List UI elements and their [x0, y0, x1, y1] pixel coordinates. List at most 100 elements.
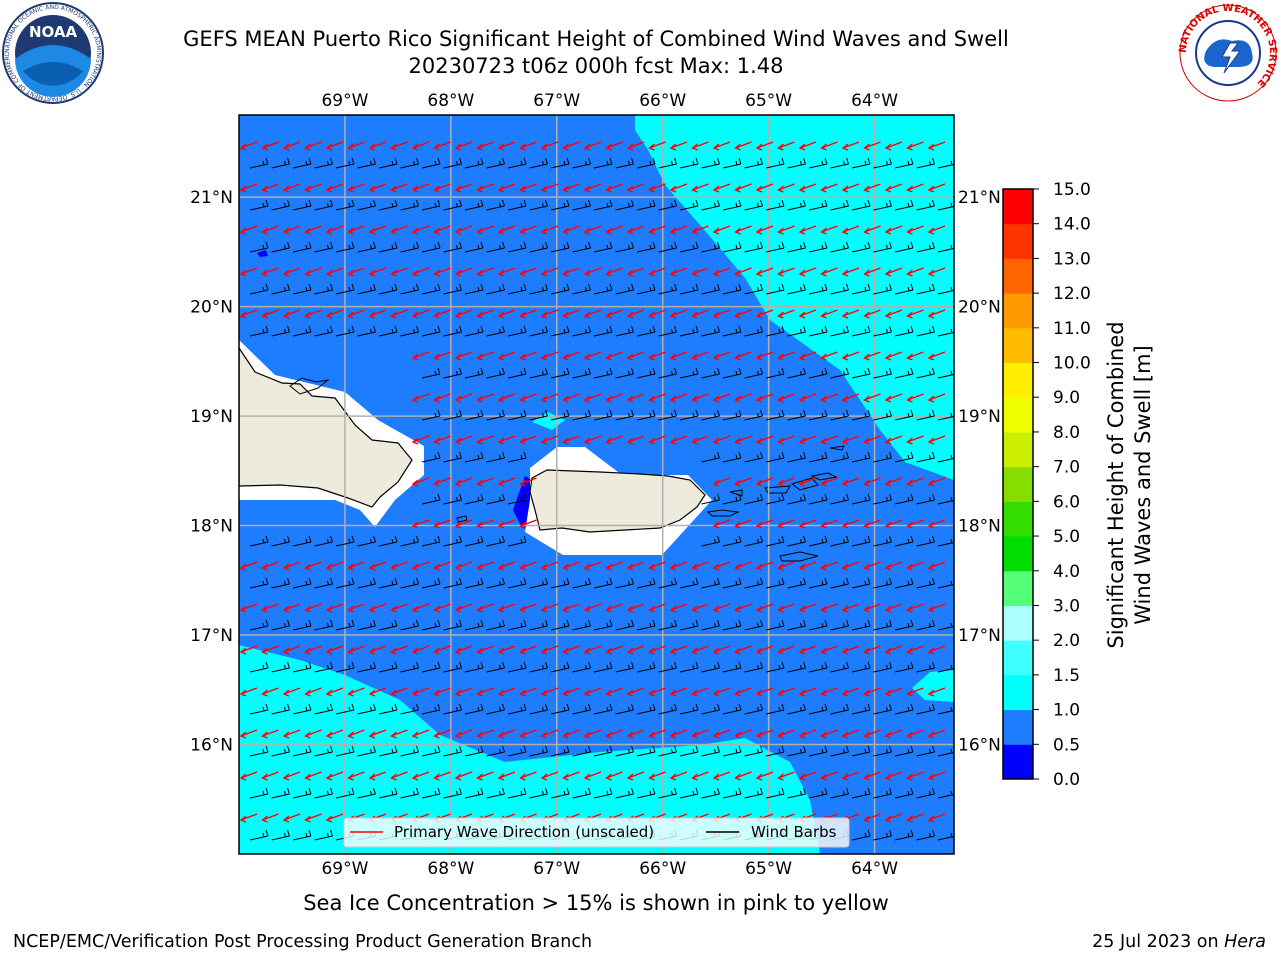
- wave-direction-arrow: [820, 141, 838, 151]
- wave-direction-arrow: [669, 141, 688, 151]
- wind-barb: [357, 787, 376, 799]
- wind-barb: [357, 157, 376, 169]
- wind-barb: [443, 283, 462, 295]
- wind-barb: [572, 619, 591, 631]
- colorbar-label-line1: Significant Height of Combined: [1104, 321, 1128, 648]
- wave-direction-arrow: [626, 351, 645, 361]
- wave-direction-arrow: [777, 561, 795, 571]
- island-anegada: [829, 445, 845, 451]
- wave-direction-arrow: [390, 225, 408, 235]
- wind-barb: [765, 745, 785, 757]
- wave-direction-arrow: [798, 603, 817, 613]
- wave-direction-arrow: [863, 771, 881, 781]
- wind-barb: [916, 619, 935, 631]
- wave-direction-arrow: [540, 645, 559, 655]
- wind-barb: [421, 577, 441, 589]
- wave-direction-arrow: [605, 603, 623, 613]
- wind-barb: [916, 703, 935, 715]
- wind-barb: [507, 745, 527, 757]
- wave-direction-arrow: [304, 645, 322, 655]
- wind-barb: [873, 787, 892, 799]
- colorbar-segment: [1003, 189, 1033, 225]
- wind-barb: [636, 577, 656, 589]
- wind-barb: [658, 367, 677, 379]
- colorbar-tick-label: 4.0: [1053, 562, 1080, 582]
- colorbar-segment: [1003, 293, 1033, 329]
- wave-direction-arrow: [497, 183, 516, 193]
- wave-direction-arrow: [691, 393, 709, 403]
- colorbar-tick-label: 15.0: [1053, 180, 1091, 200]
- wave-direction-arrow: [476, 771, 494, 781]
- wind-barb: [744, 325, 763, 337]
- wave-direction-arrow: [669, 771, 688, 781]
- wind-barb: [937, 200, 954, 211]
- wave-direction-arrow: [798, 519, 817, 529]
- wave-direction-arrow: [734, 771, 752, 781]
- wave-direction-arrow: [841, 267, 860, 277]
- wind-barb: [550, 199, 570, 211]
- graticule: [239, 115, 954, 854]
- wind-barb: [464, 367, 484, 379]
- wind-barb: [722, 535, 742, 547]
- wind-barb: [249, 787, 269, 799]
- wave-direction-arrow: [261, 309, 279, 319]
- wind-barb: [400, 703, 419, 715]
- wind-barb: [550, 325, 570, 337]
- wave-direction-arrow: [755, 603, 774, 613]
- wind-barb: [787, 409, 806, 421]
- wave-direction-arrow: [411, 183, 430, 193]
- wave-direction-arrow: [841, 687, 860, 697]
- wind-barb: [787, 157, 806, 169]
- wave-direction-arrow: [390, 309, 408, 319]
- wave-direction-arrow: [927, 771, 946, 781]
- colorbar-tick-label: 11.0: [1053, 319, 1091, 339]
- wave-direction-arrow: [476, 393, 494, 403]
- wave-direction-arrow: [884, 351, 903, 361]
- wind-barb: [443, 703, 462, 715]
- wave-direction-arrow: [562, 267, 580, 277]
- wind-barb: [894, 535, 914, 547]
- wave-direction-arrow: [927, 183, 946, 193]
- wave-direction-arrow: [261, 267, 279, 277]
- wave-direction-arrow: [626, 729, 645, 739]
- wave-direction-arrow: [411, 351, 430, 361]
- wave-direction-arrow: [605, 393, 623, 403]
- wind-barb: [937, 452, 954, 463]
- wind-barb: [249, 577, 269, 589]
- wind-barb: [550, 409, 570, 421]
- wind-barb: [507, 703, 527, 715]
- wave-direction-arrow: [669, 435, 688, 445]
- wave-direction-arrow: [777, 141, 795, 151]
- wind-barb: [765, 325, 785, 337]
- wind-barb: [916, 325, 935, 337]
- wave-direction-arrow: [476, 519, 494, 529]
- wave-direction-arrow: [927, 435, 946, 445]
- lat-label-right: 16°N: [958, 736, 1001, 756]
- wind-barb: [335, 157, 355, 169]
- wave-direction-arrow: [927, 351, 946, 361]
- wave-direction-arrow: [884, 435, 903, 445]
- wave-direction-arrow: [497, 225, 516, 235]
- wave-direction-arrow: [863, 351, 881, 361]
- wave-direction-arrow: [497, 393, 516, 403]
- wave-direction-arrow: [261, 141, 279, 151]
- wind-barb: [787, 619, 806, 631]
- wave-direction-arrow: [841, 771, 860, 781]
- wind-barb: [249, 325, 269, 337]
- wind-barb: [937, 368, 954, 379]
- wave-direction-arrow: [583, 267, 602, 277]
- wind-barb: [593, 661, 613, 673]
- wave-direction-arrow: [798, 393, 817, 403]
- wave-direction-arrow: [519, 603, 537, 613]
- wind-barb: [937, 158, 954, 169]
- wind-barb: [679, 325, 699, 337]
- wave-direction-arrow: [454, 771, 473, 781]
- wind-barb: [507, 493, 527, 505]
- colorbar-segment: [1003, 431, 1033, 468]
- wave-direction-arrow: [712, 435, 731, 445]
- wave-direction-arrow: [282, 645, 301, 655]
- wave-direction-arrow: [239, 141, 258, 151]
- wave-direction-arrow: [927, 309, 946, 319]
- colorbar-tick-label: 2.0: [1053, 631, 1080, 651]
- wave-direction-arrow: [777, 183, 795, 193]
